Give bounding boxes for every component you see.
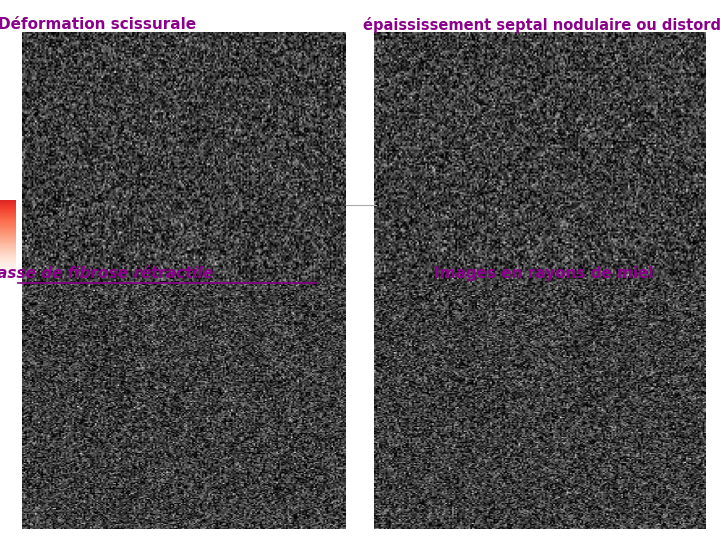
Text: Déformation scissurale: Déformation scissurale [0, 17, 197, 32]
Text: Images en rayons de miel: Images en rayons de miel [434, 266, 653, 281]
Text: épaississement septal nodulaire ou distordu: épaississement septal nodulaire ou disto… [363, 17, 720, 33]
Text: Masse de fibrose rétractile: Masse de fibrose rétractile [0, 266, 213, 281]
